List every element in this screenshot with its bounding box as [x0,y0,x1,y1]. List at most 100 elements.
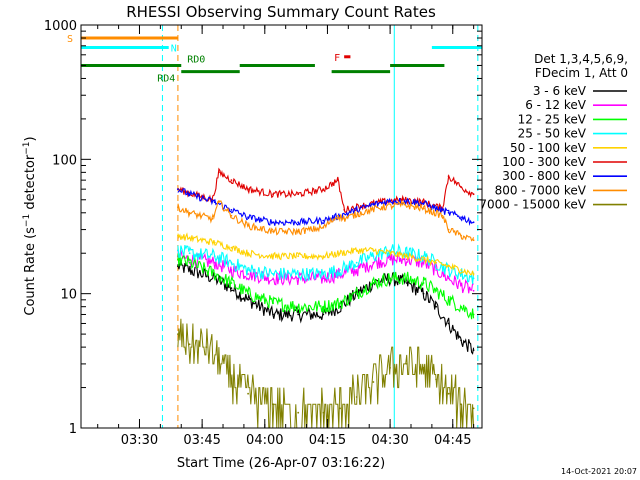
series-0-point-16 [460,339,462,342]
series-7-point-4 [230,214,233,217]
y-axis-ticks: 1 10 100 1000 [44,19,482,437]
flag-n: N [81,43,482,54]
series-6-point-7 [322,219,325,222]
series-5-point-16 [447,175,450,178]
series-1-point-4 [247,273,250,275]
flag-s-label: S [67,34,73,45]
plot-frame [80,24,483,429]
series-7-point-10 [343,218,346,220]
series-3-point-2 [213,255,216,258]
series-8-point-10 [355,396,358,398]
series-6-point-12 [405,200,408,202]
series-0-point-6 [297,313,300,316]
series-5-point-4 [230,179,233,182]
legend-label-8: 7000 - 15000 keV [479,198,586,212]
series-2-point-1 [188,261,191,264]
series-8-point-16 [447,392,450,395]
y-axis-label-end: ) [23,136,38,141]
y-tick-label-1: 10 [60,288,77,303]
series-7-point-11 [360,211,362,214]
series-5-point-13 [401,198,404,201]
legend-label-1: 6 - 12 keV [525,98,587,112]
series-4-point-13 [422,258,425,261]
series-2-point-6 [297,305,300,308]
x-tick-label-1: 03:45 [183,433,220,448]
series-4-point-14 [435,261,437,264]
series-4-point-17 [472,273,475,275]
series-2-point-10 [372,282,375,284]
y-axis-label: Count Rate (s−1 detector−1) [22,136,38,315]
series-8-point-17 [460,403,462,406]
series-7-point-14 [422,207,425,210]
series-6-point-17 [472,221,475,224]
y-tick-label-2: 100 [52,153,77,168]
series-1-point-13 [422,261,425,264]
series-2-point-16 [460,305,462,308]
series-6-point-13 [422,202,425,205]
series-2-point-4 [247,292,250,295]
series-2-point-2 [213,273,216,275]
flag-bars: S N F RD0 RD4 [67,34,482,85]
series-3 [177,243,475,284]
series-8-point-18 [472,407,475,410]
chart-title: RHESSI Observing Summary Count Rates [126,3,436,21]
y-axis-label-sup2: −1 [22,141,32,154]
series-5-point-3 [217,171,220,174]
series-5-point-9 [337,179,339,182]
data-series [177,167,475,429]
series-2-point-17 [472,313,475,316]
series-2-point-0 [177,258,179,261]
series-4-point-3 [230,246,233,249]
series-7-point-17 [460,234,462,237]
series-8-point-3 [217,359,220,361]
series-7-point-1 [188,211,191,214]
series-3-point-3 [230,261,233,264]
series-5-point-18 [472,193,475,196]
series-7-point-9 [337,214,339,217]
series-2-point-14 [435,289,437,292]
series-line-2 [177,253,475,320]
series-2 [177,253,475,320]
series-3-point-7 [322,273,325,275]
flag-rd0-label: RD0 [187,54,205,65]
series-1-point-9 [355,269,358,271]
series-0-point-1 [188,269,191,271]
series-2-point-8 [339,302,341,304]
legend-label-4: 50 - 100 keV [510,141,587,155]
y-axis-label-sup1: −1 [22,214,32,227]
series-8-point-15 [435,378,437,381]
series-2-point-11 [389,277,391,280]
x-axis-ticks: 03:30 03:45 04:00 04:15 04:30 04:45 [97,25,475,448]
series-0-point-15 [447,322,450,325]
series-5-point-8 [322,188,325,191]
series-8-point-8 [322,411,325,414]
series-1-point-7 [322,277,325,280]
series-1-point-16 [460,284,462,287]
series-5-point-6 [272,193,274,196]
series-4-point-8 [339,252,341,255]
series-3-point-1 [188,252,191,255]
series-4-point-1 [188,237,191,239]
series-4-point-7 [322,255,325,258]
series-1-point-10 [372,261,375,264]
series-3-point-9 [355,261,358,264]
series-4-point-12 [405,255,408,258]
series-line-3 [177,243,475,284]
series-0-point-4 [247,298,250,301]
series-4-point-11 [389,252,391,255]
flag-n-label: N [171,43,177,54]
y-axis-label-mid: detector [23,154,38,214]
legend: Det 1,3,4,5,6,9, FDecim 1, Att 0 3 - 6 k… [479,52,628,212]
series-0-point-12 [405,282,408,284]
series-4 [177,232,475,276]
series-7 [177,200,475,242]
series-2-point-7 [322,305,325,308]
y-tick-label-3: 1000 [44,19,77,34]
flag-rd4: RD4 [157,70,391,85]
series-6-point-0 [177,188,179,191]
series-0-point-7 [322,313,325,316]
series-6-point-4 [247,216,250,219]
series-7-point-2 [211,218,214,220]
legend-header-1: Det 1,3,4,5,6,9, [534,52,628,66]
